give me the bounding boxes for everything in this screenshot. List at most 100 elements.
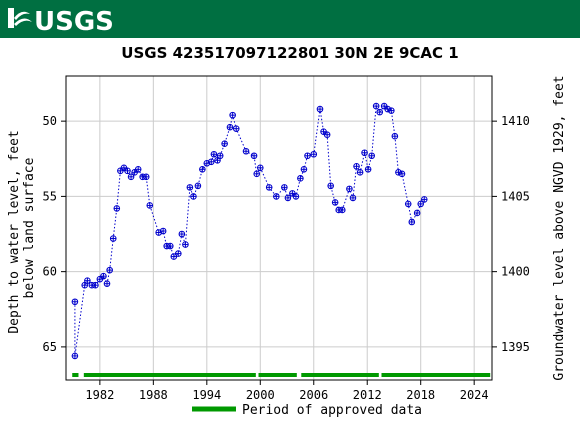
data-point [300,166,308,173]
data-point [398,170,406,178]
approved-period-bar [258,373,297,377]
data-point [71,298,79,306]
x-tick-label: 2018 [406,388,435,402]
data-point [113,205,121,212]
approved-period-bar [72,373,79,377]
x-tick-label: 1988 [139,388,168,402]
x-tick-label: 2006 [299,388,328,402]
data-point [100,272,107,280]
y-tick-label-left: 60 [43,265,57,279]
data-point [346,185,353,193]
y-tick-label-right: 1405 [501,189,530,203]
data-point [413,209,421,217]
data-point [134,166,142,173]
data-point [320,128,327,135]
data-point [120,164,128,172]
y-tick-label-left: 55 [43,189,57,203]
approved-period-bar [83,373,256,377]
data-point [408,218,416,226]
legend-label: Period of approved data [242,403,422,418]
y-axis-left-label: Depth to water level, feet below land su… [7,122,37,333]
data-point [323,131,331,138]
usgs-logo-text: USGS [34,7,114,37]
data-point [380,102,388,110]
x-tick-label: 1982 [85,388,114,402]
data-point [210,150,218,158]
data-point [199,166,206,173]
approved-periods [72,373,491,377]
data-point [146,202,154,209]
plot-frame [65,75,493,381]
data-point [174,250,182,257]
data-point [216,152,224,160]
data-point [109,235,117,242]
data-point [221,140,228,148]
data-point [117,167,124,175]
data-point [131,169,138,176]
data-point [304,152,311,160]
data-point [349,194,357,202]
data-point [356,169,364,176]
data-point [417,200,425,208]
data-point [372,102,380,110]
x-tick-label: 2000 [246,388,275,402]
data-point [226,123,234,131]
y-tick-label-left: 65 [43,340,57,354]
data-point [297,175,304,182]
usgs-banner [0,0,580,38]
usgs-logo-icon [8,8,32,28]
data-point [229,111,236,119]
data-point [327,182,334,190]
data-point [376,108,384,116]
data-point [338,206,346,214]
data-point [186,184,194,191]
data-point [103,280,111,287]
series-path [74,104,425,356]
data-point [281,184,288,191]
y-tick-label-right: 1395 [501,340,530,354]
data-point [361,149,368,157]
data-point [256,164,264,172]
data-point [92,281,99,289]
data-point [420,196,428,203]
data-point [364,166,372,173]
approved-period-bar [381,373,491,377]
approved-period-bar [301,373,379,377]
data-point [395,169,402,176]
data-point [368,152,375,160]
grid [66,76,492,380]
data-point [142,173,150,181]
data-point [190,193,197,200]
data-point [106,266,113,274]
data-point [232,125,240,132]
y-tick-label-right: 1400 [501,265,530,279]
data-point [194,182,202,190]
x-axis: 1982 1988 1994 2000 2006 2012 2018 2024 [85,380,489,402]
data-point [391,132,399,140]
series-line [74,104,425,356]
data-point [96,275,104,283]
data-point [289,190,296,197]
data-point [250,152,258,160]
data-point [178,230,186,238]
data-point [182,241,189,248]
data-point [284,194,292,202]
x-tick-label: 2012 [353,388,382,402]
data-point [242,147,250,155]
data-point [124,167,131,175]
y-axis-left: 50 55 60 65 [43,114,66,354]
data-point [170,253,178,260]
data-point [384,105,392,113]
data-point [203,159,211,167]
data-point [292,193,300,200]
data-point [273,193,280,200]
data-point [316,105,324,113]
x-tick-label: 1994 [192,388,221,402]
data-point [159,227,167,235]
data-point [127,173,135,181]
data-point [387,107,395,114]
y-axis-right-label: Groundwater level above NGVD 1929, feet [552,75,567,380]
data-point [310,150,318,158]
data-point [207,158,215,166]
